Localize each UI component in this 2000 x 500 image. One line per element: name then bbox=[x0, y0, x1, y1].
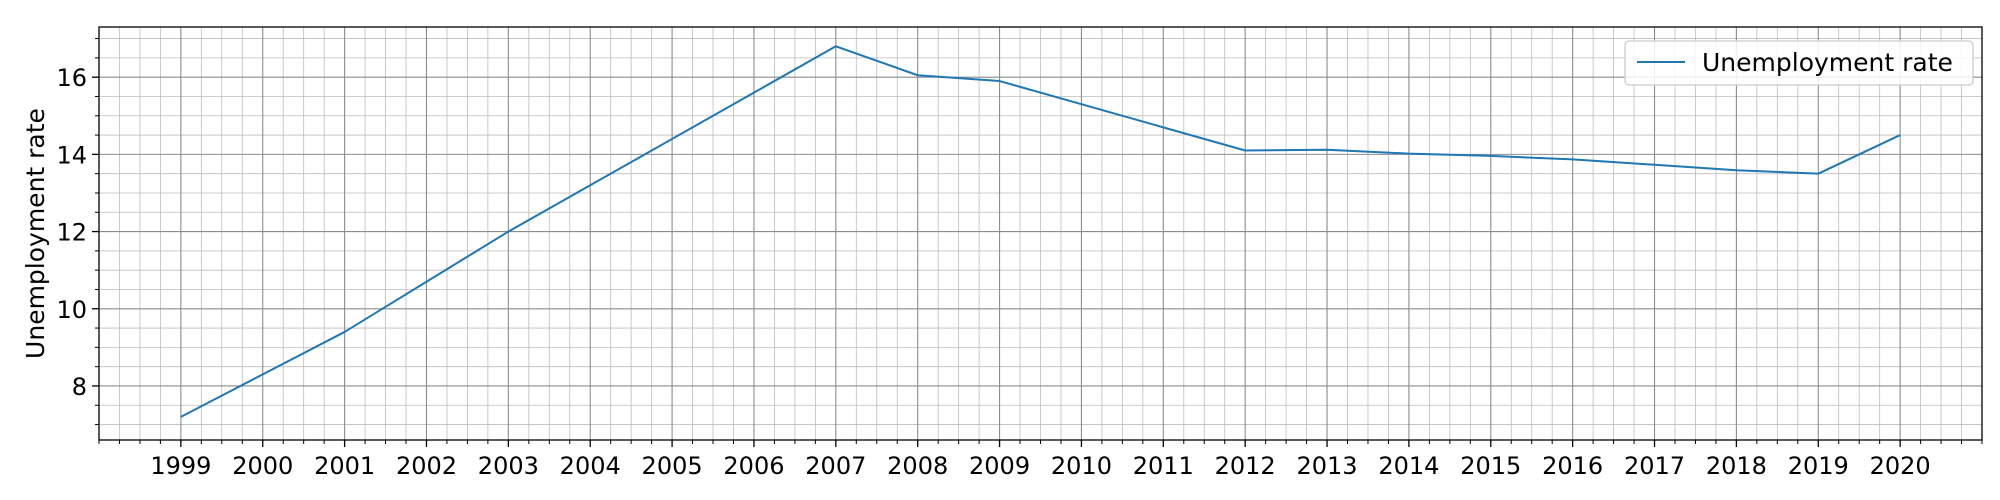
legend-label-unemployment-rate: Unemployment rate bbox=[1702, 48, 1953, 77]
y-tick-labels: 8 10 12 14 16 bbox=[56, 64, 87, 401]
x-tick-labels: 1999 2000 2001 2002 2003 2004 2005 2006 2007 2008… bbox=[150, 452, 1930, 480]
y-tick-label: 8 bbox=[72, 373, 87, 401]
y-tick-label: 16 bbox=[56, 64, 87, 92]
series-layer bbox=[180, 45, 1901, 418]
x-tick-label: 2020 bbox=[1870, 452, 1931, 480]
x-tick-label: 2000 bbox=[232, 452, 293, 480]
x-tick-label: 2004 bbox=[560, 452, 621, 480]
legend-box bbox=[1624, 40, 1974, 86]
series-line-unemployment-rate bbox=[180, 45, 1901, 418]
x-tick-label: 2016 bbox=[1542, 452, 1603, 480]
x-tick-label: 2006 bbox=[723, 452, 784, 480]
x-tick-label: 2005 bbox=[642, 452, 703, 480]
x-tick-label: 2001 bbox=[314, 452, 375, 480]
y-axis-title: Unemployment rate bbox=[21, 108, 50, 359]
x-tick-label: 2003 bbox=[478, 452, 539, 480]
x-tick-label: 2017 bbox=[1624, 452, 1685, 480]
x-tick-label: 2008 bbox=[887, 452, 948, 480]
x-tick-label: 1999 bbox=[150, 452, 211, 480]
x-tick-label: 2002 bbox=[396, 452, 457, 480]
x-tick-label: 2018 bbox=[1706, 452, 1767, 480]
x-tick-label: 2010 bbox=[1051, 452, 1112, 480]
x-tick-label: 2009 bbox=[969, 452, 1030, 480]
x-tick-label: 2011 bbox=[1133, 452, 1194, 480]
x-tick-label: 2007 bbox=[805, 452, 866, 480]
axis-ticks bbox=[92, 38, 1983, 447]
minor-grid bbox=[98, 27, 1983, 440]
y-tick-label: 14 bbox=[56, 141, 87, 169]
legend: Unemployment rate bbox=[1624, 40, 1974, 86]
y-tick-label: 10 bbox=[56, 296, 87, 324]
x-tick-label: 2012 bbox=[1215, 452, 1276, 480]
x-tick-label: 2015 bbox=[1460, 452, 1521, 480]
major-grid bbox=[99, 27, 1982, 440]
x-tick-label: 2019 bbox=[1788, 452, 1849, 480]
x-tick-label: 2013 bbox=[1297, 452, 1358, 480]
y-tick-label: 12 bbox=[56, 219, 87, 247]
x-tick-label: 2014 bbox=[1378, 452, 1439, 480]
